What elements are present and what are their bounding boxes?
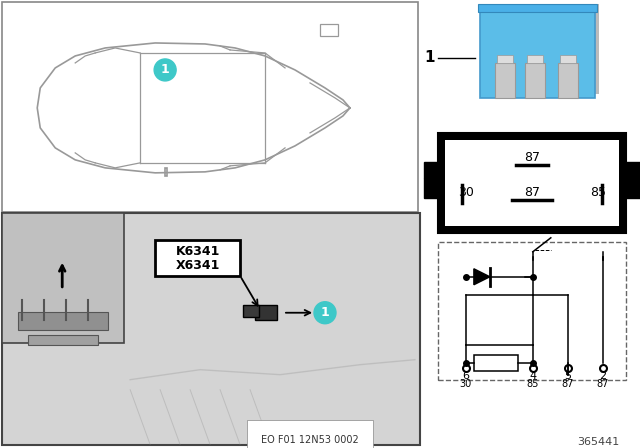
Text: 87: 87 (596, 379, 609, 389)
Text: 87: 87 (524, 186, 540, 199)
Bar (255, 305, 277, 320)
Text: K6341: K6341 (175, 246, 220, 258)
Text: 6: 6 (462, 370, 469, 381)
Text: 30: 30 (458, 186, 474, 199)
Text: 87: 87 (562, 379, 574, 389)
Bar (626, 178, 640, 198)
Text: 2: 2 (599, 370, 606, 381)
Bar (558, 63, 578, 98)
Bar (497, 55, 513, 63)
Bar (480, 8, 595, 98)
Circle shape (314, 302, 336, 324)
Bar (626, 162, 640, 178)
Bar (3, 213, 124, 343)
Bar (28, 335, 98, 345)
Bar (165, 168, 167, 176)
Bar (484, 4, 599, 94)
Bar (438, 242, 626, 379)
Circle shape (154, 59, 176, 81)
Text: 365441: 365441 (577, 437, 620, 447)
Bar (474, 355, 518, 370)
Text: 1: 1 (321, 306, 330, 319)
Text: 5: 5 (564, 370, 572, 381)
Text: 85: 85 (527, 379, 539, 389)
Text: 30: 30 (460, 379, 472, 389)
Bar (445, 140, 619, 226)
Text: EO F01 12N53 0002: EO F01 12N53 0002 (261, 435, 359, 444)
Text: 1: 1 (425, 51, 435, 65)
Bar (525, 63, 545, 98)
Bar (527, 55, 543, 63)
Text: X6341: X6341 (175, 259, 220, 272)
Bar (3, 213, 420, 444)
Bar (560, 55, 576, 63)
Bar (438, 133, 626, 233)
Bar (243, 305, 259, 317)
Text: 1: 1 (161, 64, 170, 77)
Polygon shape (474, 269, 490, 285)
Bar (478, 4, 596, 12)
Bar (19, 312, 108, 330)
Bar (424, 162, 438, 178)
Bar (320, 24, 338, 36)
Bar (155, 240, 240, 276)
Text: 87: 87 (524, 151, 540, 164)
Bar (424, 178, 438, 198)
Text: 85: 85 (590, 186, 606, 199)
Bar (495, 63, 515, 98)
Bar (3, 2, 418, 212)
Text: 4: 4 (529, 370, 536, 381)
